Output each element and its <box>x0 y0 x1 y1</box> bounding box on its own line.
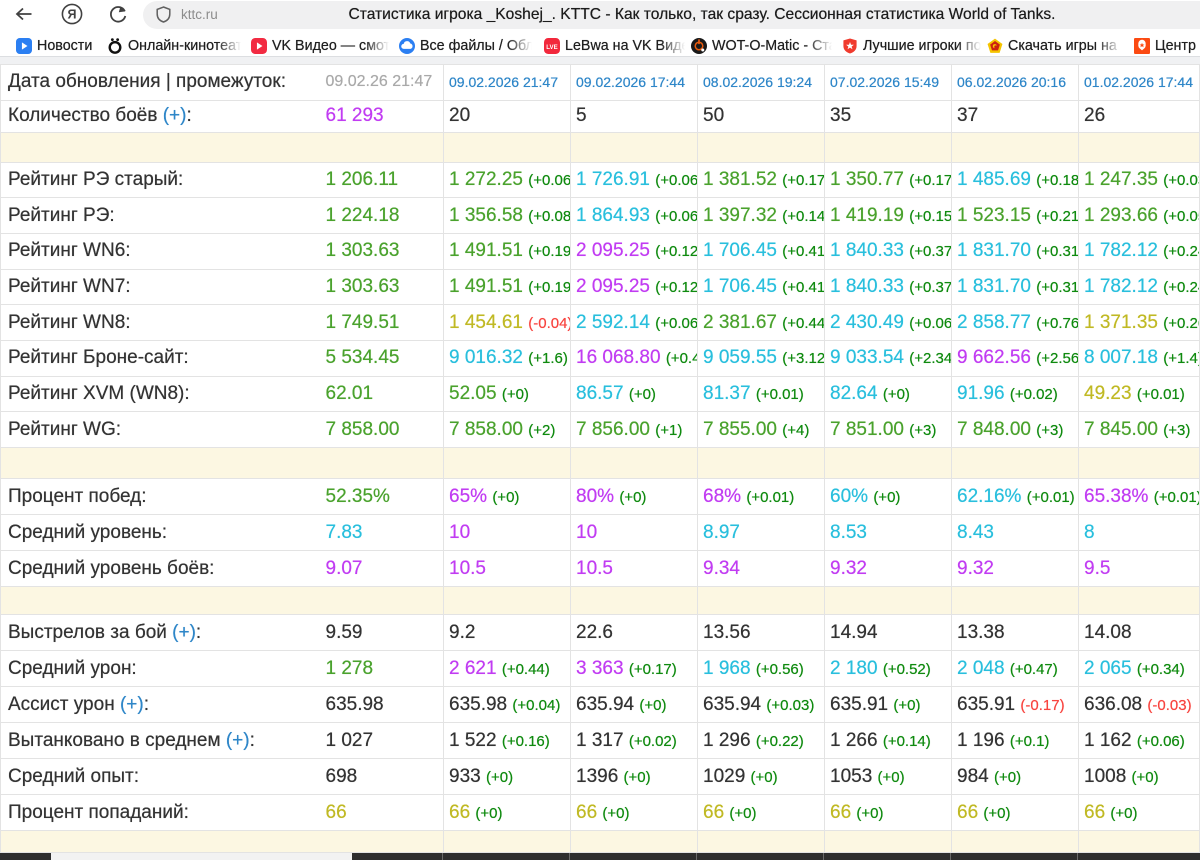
svg-text:LVE: LVE <box>546 44 557 51</box>
svg-text:Я: Я <box>68 7 77 21</box>
